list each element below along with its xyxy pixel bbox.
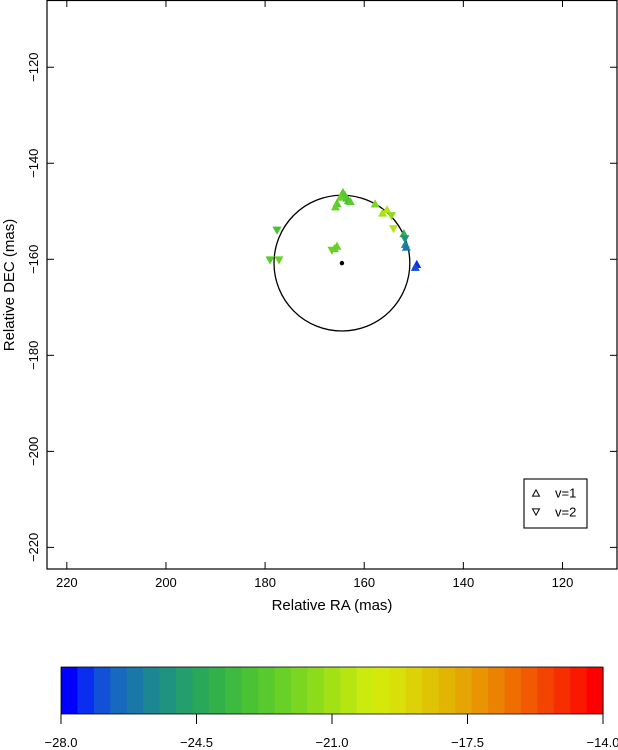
colorbar-segment	[126, 667, 144, 714]
colorbar-tick-label: −21.0	[316, 735, 349, 750]
v1-maser-point	[382, 205, 392, 214]
v2-maser-point	[400, 235, 410, 244]
legend-label: v=1	[555, 486, 576, 501]
y-tick-label: −220	[26, 533, 41, 562]
v1-maser-point	[345, 196, 355, 206]
x-tick-label: 160	[353, 575, 375, 590]
v1-maser-point	[370, 199, 380, 208]
colorbar-segment	[159, 667, 177, 714]
colorbar-tick-label: −28.0	[45, 735, 78, 750]
colorbar-segment	[422, 667, 440, 714]
colorbar-segment	[471, 667, 489, 714]
y-axis-label: Relative DEC (mas)	[1, 219, 18, 352]
colorbar-segment	[570, 667, 588, 714]
colorbar-segment	[241, 667, 259, 714]
colorbar-segment	[455, 667, 473, 714]
legend-label: v=2	[555, 505, 576, 520]
colorbar-segment	[340, 667, 358, 714]
y-tick-label: −120	[26, 53, 41, 82]
legend-triangle-up-icon	[531, 488, 541, 497]
colorbar-segment	[258, 667, 276, 714]
colorbar-segment	[77, 667, 95, 714]
x-tick-label: 120	[552, 575, 574, 590]
colorbar-segment	[274, 667, 292, 714]
colorbar-segment	[61, 667, 79, 714]
colorbar-segment	[307, 667, 325, 714]
v2-maser-point	[386, 212, 396, 221]
x-tick-label: 140	[452, 575, 474, 590]
y-tick-label: −200	[26, 437, 41, 466]
colorbar-segment	[488, 667, 506, 714]
plot-frame	[46, 0, 618, 570]
colorbar-tick-label: −14.0	[587, 735, 618, 750]
x-axis-label: Relative RA (mas)	[272, 597, 393, 614]
colorbar-segment	[225, 667, 243, 714]
v2-maser-point	[274, 256, 284, 265]
y-tick-label: −140	[26, 149, 41, 178]
x-tick-label: 180	[254, 575, 276, 590]
legend-triangle-down-icon	[531, 508, 541, 517]
colorbar-segment	[520, 667, 538, 714]
y-tick-label: −180	[26, 341, 41, 370]
colorbar-segment	[553, 667, 571, 714]
v2-maser-point	[388, 225, 398, 234]
colorbar-segment	[143, 667, 161, 714]
y-tick-label: −160	[26, 245, 41, 274]
colorbar-segment	[192, 667, 210, 714]
v2-maser-point	[327, 246, 337, 255]
v1-maser-point	[330, 202, 340, 211]
colorbar-segment	[389, 667, 407, 714]
colorbar-segment	[175, 667, 193, 714]
colorbar-segment	[323, 667, 341, 714]
v2-maser-point	[265, 256, 275, 265]
colorbar-segment	[537, 667, 555, 714]
x-tick-label: 200	[155, 575, 177, 590]
v1-maser-point	[410, 262, 420, 271]
colorbar-segment	[586, 667, 604, 714]
colorbar-segment	[290, 667, 308, 714]
colorbar-segment	[438, 667, 456, 714]
colorbar-segment	[373, 667, 391, 714]
colorbar-tick-label: −24.5	[180, 735, 213, 750]
v2-maser-point	[272, 226, 282, 235]
colorbar-segment	[356, 667, 374, 714]
x-tick-label: 220	[56, 575, 78, 590]
colorbar-segment	[504, 667, 522, 714]
colorbar-segment	[110, 667, 128, 714]
v1-maser-point	[335, 192, 345, 201]
colorbar-segment	[405, 667, 423, 714]
colorbar-tick-label: −17.5	[451, 735, 484, 750]
v1-maser-point	[401, 242, 411, 251]
colorbar-segment	[208, 667, 226, 714]
colorbar-segment	[93, 667, 111, 714]
center-point	[339, 260, 345, 266]
legend-box	[523, 478, 588, 529]
